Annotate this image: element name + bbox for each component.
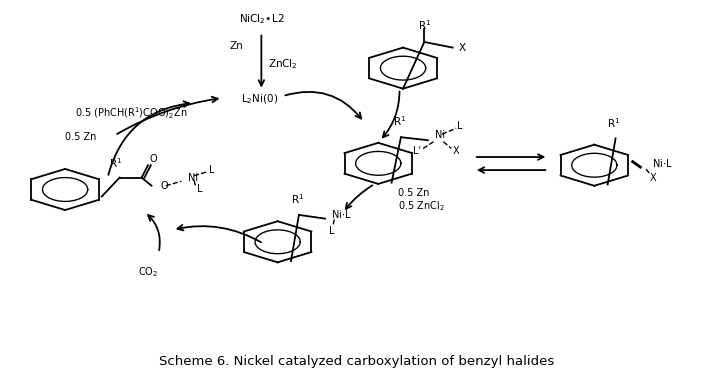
Text: R$^1$: R$^1$	[393, 114, 406, 128]
Text: 0.5 Zn: 0.5 Zn	[65, 132, 96, 142]
Text: NiCl$_2$$\bullet$L2: NiCl$_2$$\bullet$L2	[238, 13, 284, 27]
Text: Ni$\cdot$L: Ni$\cdot$L	[652, 157, 672, 169]
Text: O: O	[160, 181, 168, 191]
Text: L: L	[197, 185, 203, 194]
Text: O: O	[149, 154, 157, 164]
Text: L: L	[329, 226, 335, 236]
Text: 0.5 ZnCl$_2$: 0.5 ZnCl$_2$	[398, 199, 445, 213]
Text: R$^1$: R$^1$	[418, 18, 431, 32]
Text: R$^1$: R$^1$	[607, 116, 620, 130]
Text: 0.5 Zn: 0.5 Zn	[398, 188, 429, 198]
Text: X: X	[650, 172, 656, 183]
Text: X: X	[458, 42, 466, 53]
Text: Zn: Zn	[230, 41, 243, 51]
Text: ZnCl$_2$: ZnCl$_2$	[268, 58, 298, 71]
Text: L': L'	[413, 146, 421, 157]
Text: R$^1$: R$^1$	[109, 157, 123, 170]
Text: 0.5 (PhCH(R$^1$)COO)$_2$Zn: 0.5 (PhCH(R$^1$)COO)$_2$Zn	[76, 105, 188, 121]
Text: Ni: Ni	[188, 172, 198, 183]
Text: X: X	[453, 146, 460, 157]
Text: R$^1$: R$^1$	[291, 193, 304, 207]
Text: Ni: Ni	[435, 130, 445, 140]
Text: CO$_2$: CO$_2$	[138, 265, 158, 279]
Text: Scheme 6. Nickel catalyzed carboxylation of benzyl halides: Scheme 6. Nickel catalyzed carboxylation…	[159, 355, 555, 368]
Text: Ni$\cdot$L: Ni$\cdot$L	[331, 208, 352, 220]
Text: L$_2$Ni(0): L$_2$Ni(0)	[241, 92, 278, 106]
Text: L: L	[209, 165, 214, 175]
Text: L: L	[457, 121, 463, 131]
